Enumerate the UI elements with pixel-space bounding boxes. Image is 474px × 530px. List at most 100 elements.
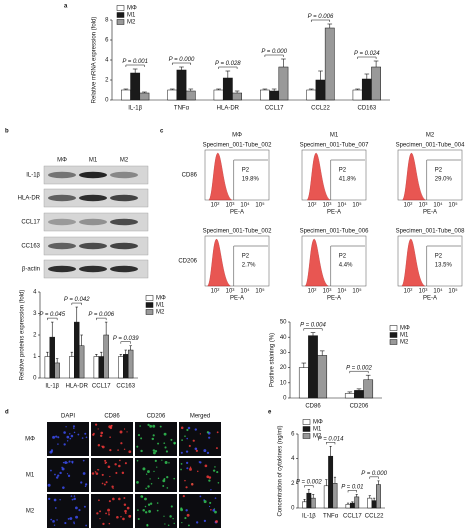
micrograph bbox=[47, 422, 89, 456]
y-tick-label: 6 bbox=[105, 38, 109, 44]
bar bbox=[363, 379, 374, 399]
bar bbox=[222, 77, 233, 101]
legend-swatch bbox=[302, 426, 311, 432]
cell bbox=[153, 470, 155, 473]
significance-bracket bbox=[171, 62, 192, 65]
flow-tick-label: 10² bbox=[404, 289, 413, 295]
image-column-label: DAPI bbox=[61, 414, 75, 420]
y-axis-label: Relative proteins expression (fold) bbox=[20, 290, 26, 381]
cell bbox=[209, 501, 212, 504]
p-value: P = 0.045 bbox=[39, 312, 65, 318]
cell bbox=[144, 497, 147, 501]
cell bbox=[180, 468, 182, 471]
legend-label: M2 bbox=[156, 310, 165, 316]
cell bbox=[142, 509, 145, 512]
micrograph bbox=[91, 422, 133, 456]
bar bbox=[354, 390, 364, 399]
legend-swatch bbox=[302, 433, 311, 439]
cell bbox=[136, 459, 139, 462]
blot-band bbox=[110, 171, 138, 179]
blot-band bbox=[79, 194, 107, 202]
significance-bracket bbox=[326, 442, 336, 445]
cell bbox=[172, 517, 174, 520]
cell bbox=[108, 512, 110, 514]
cell bbox=[208, 505, 211, 508]
bar bbox=[302, 501, 307, 509]
bar bbox=[315, 79, 326, 101]
cell bbox=[208, 476, 212, 479]
cell bbox=[173, 522, 175, 525]
blot-column-label: M1 bbox=[89, 158, 98, 164]
cell bbox=[116, 515, 119, 519]
cell bbox=[54, 507, 57, 509]
cell bbox=[120, 442, 123, 445]
cell bbox=[103, 483, 106, 486]
blot-band bbox=[48, 194, 76, 202]
gate-percent: 4.4% bbox=[339, 263, 353, 269]
cell bbox=[210, 508, 212, 511]
cell bbox=[189, 467, 192, 471]
flow-axis-label: PE-A bbox=[230, 296, 244, 302]
blot-column-label: MΦ bbox=[57, 158, 67, 164]
cell bbox=[66, 440, 69, 442]
x-tick-label: CCL17 bbox=[265, 106, 284, 112]
y-tick-label: 2 bbox=[105, 78, 109, 84]
histogram bbox=[304, 238, 329, 287]
cell bbox=[105, 481, 108, 484]
cell bbox=[123, 497, 126, 500]
histogram bbox=[306, 152, 331, 201]
flow-tick-label: 10⁴ bbox=[240, 288, 250, 295]
cell bbox=[168, 462, 170, 464]
cell bbox=[62, 461, 65, 464]
histogram bbox=[401, 238, 425, 287]
cell bbox=[185, 486, 188, 489]
cell bbox=[156, 502, 159, 504]
cell bbox=[194, 428, 197, 431]
histogram bbox=[402, 152, 426, 201]
flow-tick-label: 10⁵ bbox=[255, 288, 265, 295]
cell bbox=[107, 465, 111, 469]
cell bbox=[186, 461, 189, 464]
cell bbox=[110, 425, 113, 427]
specimen-label: Specimen_001-Tube_002 bbox=[203, 143, 272, 149]
bar bbox=[139, 92, 150, 101]
cell bbox=[85, 524, 87, 527]
cell bbox=[164, 446, 167, 449]
blot-row-label: β-actin bbox=[22, 267, 40, 273]
cell bbox=[107, 508, 111, 512]
cell bbox=[145, 487, 147, 490]
cell bbox=[153, 451, 156, 455]
cell bbox=[204, 464, 208, 468]
cell bbox=[180, 426, 184, 430]
p-value: P = 0.024 bbox=[354, 51, 380, 57]
cell bbox=[50, 469, 52, 472]
gate bbox=[426, 245, 461, 286]
blot-band bbox=[79, 218, 107, 226]
flow-tick-label: 10³ bbox=[419, 289, 428, 295]
legend-swatch bbox=[389, 325, 398, 331]
bar bbox=[323, 485, 329, 509]
legend-label: MΦ bbox=[400, 326, 410, 332]
bar bbox=[278, 66, 289, 101]
y-tick-label: 40 bbox=[280, 335, 287, 341]
y-tick-label: 0 bbox=[283, 396, 287, 402]
bar bbox=[123, 354, 129, 379]
bar bbox=[54, 362, 60, 379]
bar bbox=[306, 492, 312, 509]
cell bbox=[186, 428, 189, 432]
cell bbox=[206, 451, 210, 454]
significance-bracket bbox=[264, 54, 284, 57]
cell bbox=[112, 487, 114, 489]
image-column-label: CD206 bbox=[147, 414, 166, 420]
flow-tick-label: 10⁴ bbox=[433, 288, 443, 295]
cell bbox=[70, 434, 74, 438]
cell bbox=[52, 520, 55, 523]
legend-label: M1 bbox=[127, 13, 136, 19]
cell bbox=[162, 485, 165, 487]
flow-tick-label: 10³ bbox=[226, 289, 235, 295]
cell bbox=[141, 496, 144, 498]
bar bbox=[328, 455, 334, 509]
cell bbox=[99, 518, 101, 520]
cell bbox=[109, 475, 111, 478]
y-tick-label: 2 bbox=[291, 481, 295, 487]
